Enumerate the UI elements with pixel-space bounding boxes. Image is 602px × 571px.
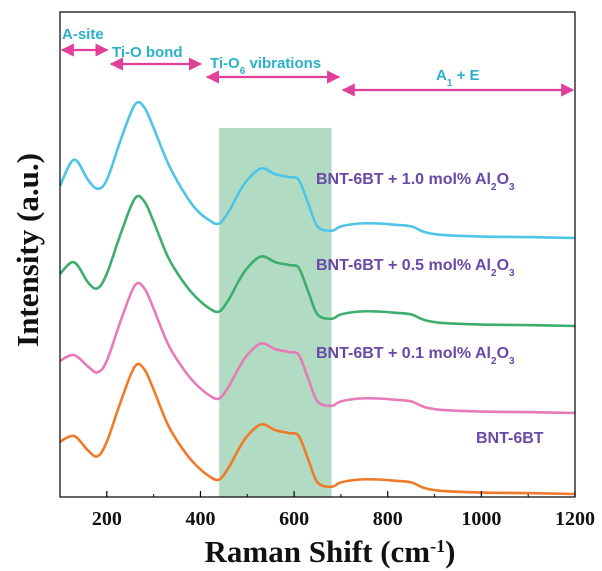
region-label-1: Ti-O bond — [112, 44, 183, 61]
x-axis-label: Raman Shift (cm-1) — [205, 534, 456, 569]
highlight-band — [219, 128, 332, 497]
x-tick-label-5: 1200 — [555, 508, 595, 530]
x-tick-label-0: 200 — [92, 508, 122, 530]
series-line-0 — [59, 362, 576, 496]
x-tick-label-3: 800 — [373, 508, 403, 530]
x-tick-label-2: 600 — [279, 508, 309, 530]
series-line-2 — [59, 194, 576, 328]
region-label-3: A1 + E — [436, 67, 480, 89]
y-axis-label: Intensity (a.u.) — [10, 153, 45, 347]
series-label-3: BNT-6BT + 1.0 mol% Al2O3 — [316, 171, 515, 193]
region-label-0: A-site — [62, 26, 104, 43]
series-line-1 — [59, 281, 576, 415]
region-label-2: Ti-O6 vibrations — [210, 55, 321, 77]
series-label-2: BNT-6BT + 0.5 mol% Al2O3 — [316, 257, 515, 279]
x-tick-label-1: 400 — [185, 508, 215, 530]
series-label-1: BNT-6BT + 0.1 mol% Al2O3 — [316, 345, 515, 367]
series-label-0: BNT-6BT — [476, 430, 544, 447]
plot-frame — [59, 11, 576, 498]
x-tick-label-4: 1000 — [461, 508, 501, 530]
series-line-3 — [58, 100, 576, 240]
